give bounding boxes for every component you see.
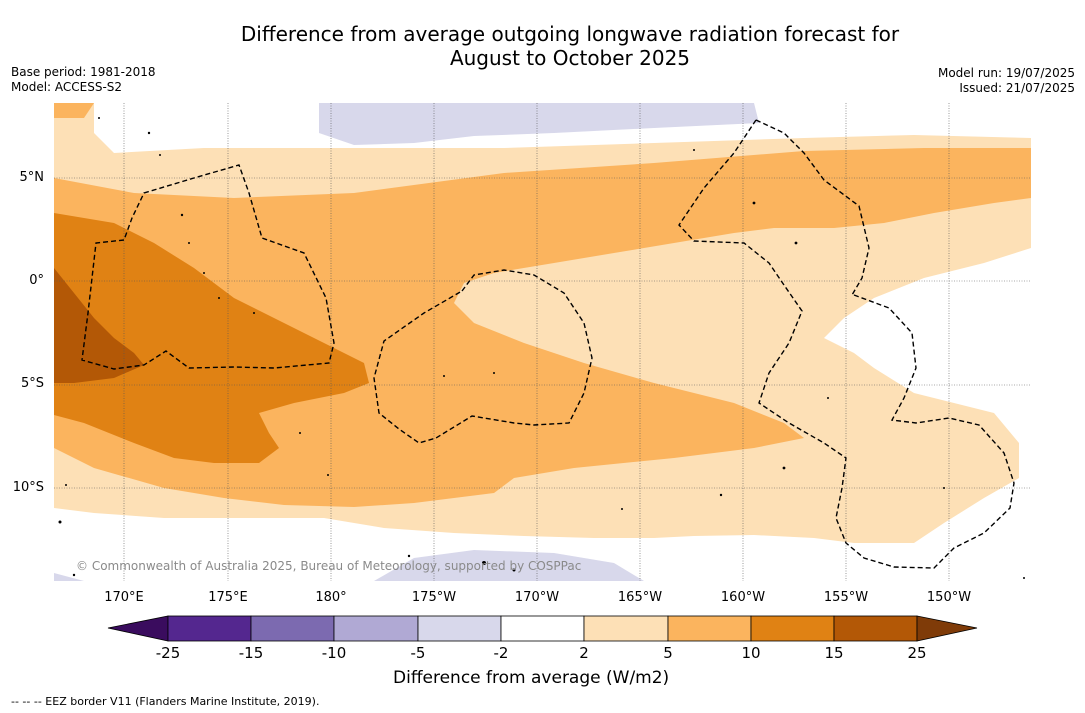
colorbar-bin-8 <box>750 615 835 642</box>
contour-5-10 <box>54 103 1031 507</box>
map-title: Difference from average outgoing longwav… <box>0 22 1085 70</box>
meta-right: Model run: 19/07/2025 Issued: 21/07/2025 <box>938 66 1075 96</box>
lon-tick-180: 180° <box>315 590 347 605</box>
eez-border-east-south <box>835 294 1015 569</box>
lat-tick-0: 0° <box>29 273 44 288</box>
colorbar-title: Difference from average (W/m2) <box>393 668 670 688</box>
colorbar <box>107 615 978 642</box>
colorbar-bin-3 <box>333 615 419 642</box>
colorbar-bin-2 <box>250 615 335 642</box>
contour-neg-south <box>374 550 644 581</box>
colorbar-extend-high <box>916 615 978 642</box>
colorbar-bin-9 <box>833 615 918 642</box>
eez-border-east-upper <box>678 119 847 519</box>
lat-tick-5n: 5°N <box>19 170 45 185</box>
eez-borders <box>81 119 1015 569</box>
lat-tick-5s: 5°S <box>20 376 44 391</box>
lon-tick-150w: 150°W <box>926 590 972 605</box>
contour-15-25 <box>54 268 144 383</box>
lon-tick-160w: 160°W <box>720 590 766 605</box>
copyright-text: © Commonwealth of Australia 2025, Bureau… <box>76 559 582 573</box>
eez-border-west <box>81 164 335 370</box>
lon-tick-155w: 155°W <box>823 590 869 605</box>
islands <box>58 117 1025 579</box>
lon-tick-170w: 170°W <box>514 590 560 605</box>
lon-tick-175e: 175°E <box>208 590 248 605</box>
olr-anomaly-map <box>54 103 1031 581</box>
eez-footnote: -- -- -- EEZ border V11 (Flanders Marine… <box>11 695 320 708</box>
colorbar-label-neg2: -2 <box>493 644 509 662</box>
colorbar-bin-1 <box>167 615 252 642</box>
colorbar-label-neg5: -5 <box>410 644 426 662</box>
colorbar-label-2: 2 <box>579 644 589 662</box>
colorbar-label-neg10: -10 <box>321 644 347 662</box>
gridlines <box>54 103 1031 581</box>
lon-tick-175w: 175°W <box>411 590 457 605</box>
colorbar-label-neg25: -25 <box>155 644 181 662</box>
model-run: Model run: 19/07/2025 <box>937 66 1075 80</box>
meta-left: Base period: 1981-2018 Model: ACCESS-S2 <box>11 65 156 95</box>
lon-tick-170e: 170°E <box>104 590 144 605</box>
colorbar-label-15: 15 <box>824 644 844 662</box>
colorbar-label-25: 25 <box>907 644 927 662</box>
contour-10-15 <box>54 213 369 463</box>
eez-border-east-north <box>755 119 870 296</box>
colorbar-extend-low <box>107 615 169 642</box>
base-period: Base period: 1981-2018 <box>11 65 156 79</box>
model-name: Model: ACCESS-S2 <box>11 80 123 94</box>
contour-neg-north <box>319 103 759 145</box>
colorbar-bin-5 <box>500 615 585 642</box>
title-line-1: Difference from average outgoing longwav… <box>240 22 900 46</box>
colorbar-label-5: 5 <box>663 644 673 662</box>
colorbar-label-neg15: -15 <box>238 644 264 662</box>
map-area <box>54 103 1031 581</box>
lat-tick-10s: 10°S <box>12 480 44 495</box>
issued-date: Issued: 21/07/2025 <box>959 81 1075 95</box>
colorbar-label-10: 10 <box>741 644 761 662</box>
colorbar-bin-7 <box>667 615 752 642</box>
contour-neg-corner <box>54 573 84 581</box>
title-line-2: August to October 2025 <box>449 46 691 70</box>
lon-tick-165w: 165°W <box>617 590 663 605</box>
colorbar-bin-4 <box>417 615 502 642</box>
colorbar-bin-6 <box>583 615 669 642</box>
